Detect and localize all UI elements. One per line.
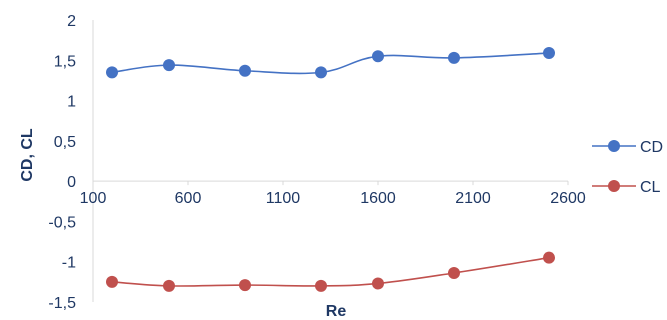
legend-marker-cd xyxy=(608,140,620,152)
data-point-cd xyxy=(163,59,175,72)
legend-label-cd: CD xyxy=(640,139,663,156)
data-point-cl xyxy=(543,251,555,264)
legend: CD CL xyxy=(592,139,663,196)
x-tick-label: 100 xyxy=(80,190,107,207)
x-tick-label: 1100 xyxy=(266,190,301,207)
data-point-cl xyxy=(106,275,118,288)
series-line-cl xyxy=(111,256,550,287)
y-axis-title: CD, CL xyxy=(19,128,36,182)
series-layer xyxy=(106,47,555,292)
data-point-cl xyxy=(372,277,384,290)
series-line-cd xyxy=(111,52,550,75)
data-point-cl xyxy=(448,266,460,279)
data-point-cd xyxy=(239,64,251,77)
y-tick-label: 1,5 xyxy=(54,53,76,70)
x-tick-label: 1600 xyxy=(360,190,396,207)
data-point-cd xyxy=(315,66,327,79)
data-point-cd xyxy=(448,51,460,64)
legend-item-cd: CD xyxy=(592,139,663,156)
data-point-cd xyxy=(106,66,118,79)
y-tick-label: 1 xyxy=(67,94,76,111)
legend-marker-cl xyxy=(608,180,620,192)
series-cd xyxy=(106,47,555,79)
y-tick-label: -1 xyxy=(62,255,76,272)
data-point-cl xyxy=(239,279,251,292)
x-axis-title: Re xyxy=(326,303,347,320)
legend-item-cl: CL xyxy=(592,179,661,196)
x-tick-label: 2100 xyxy=(455,190,491,207)
series-cl xyxy=(106,251,555,292)
legend-label-cl: CL xyxy=(640,179,661,196)
x-tick-label: 2600 xyxy=(550,190,586,207)
y-tick-label: -0,5 xyxy=(48,214,76,231)
data-point-cl xyxy=(315,279,327,292)
data-point-cd xyxy=(543,47,555,60)
x-tick-label: 600 xyxy=(175,190,202,207)
y-tick-label: -1,5 xyxy=(48,295,76,312)
y-tick-label: 0 xyxy=(67,174,76,191)
y-tick-label: 2 xyxy=(67,13,76,30)
data-point-cl xyxy=(163,279,175,292)
y-tick-label: 0,5 xyxy=(54,134,76,151)
data-point-cd xyxy=(372,50,384,63)
